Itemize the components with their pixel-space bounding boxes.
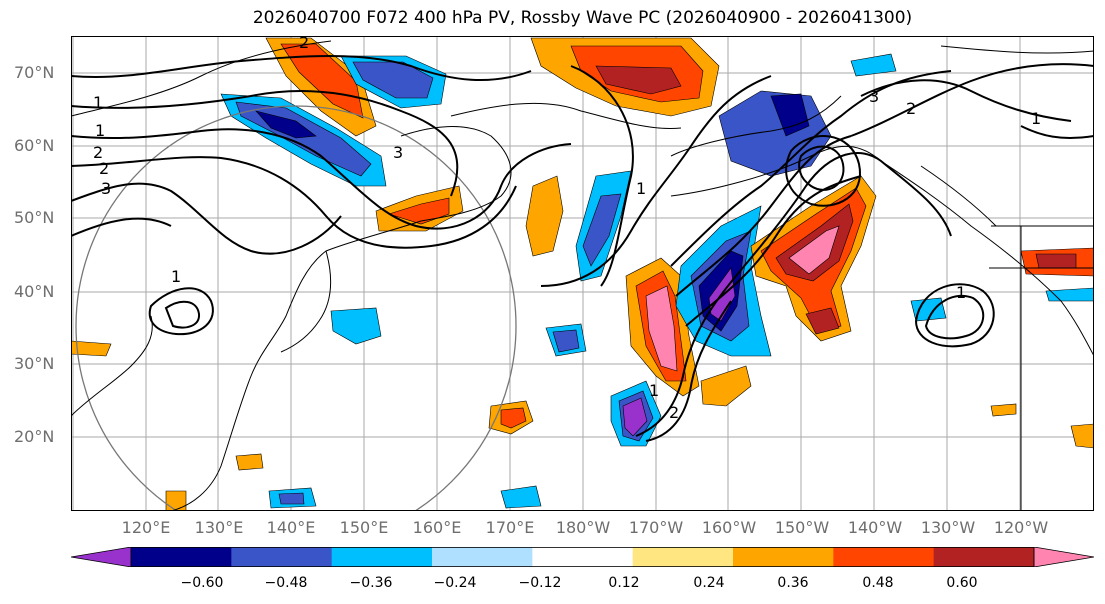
- lon-label: 170°W: [628, 518, 684, 537]
- map-panel: 1 1 2 2 3 1 2 3 1 1 2 1 2 3 1: [71, 36, 1094, 511]
- contour-label: 2: [669, 403, 679, 422]
- lon-label: 120°W: [993, 518, 1049, 537]
- lon-label: 160°W: [701, 518, 757, 537]
- lon-label: 140°W: [847, 518, 903, 537]
- colorbar-swatch: [231, 547, 333, 567]
- colorbar-tick: 0.60: [946, 575, 978, 591]
- contour-label: 1: [1031, 109, 1041, 128]
- lon-label: 170°E: [485, 518, 535, 537]
- colorbar-swatch: [532, 547, 634, 567]
- colorbar-frame: [130, 547, 1035, 567]
- contour-label: 2: [93, 143, 103, 162]
- contour-label: 3: [869, 87, 879, 106]
- colorbar-tick: −0.12: [518, 575, 562, 591]
- colorbar-swatch: [933, 547, 1035, 567]
- lat-label-40n: 40°N: [14, 282, 55, 301]
- contour-label: 2: [99, 159, 109, 178]
- lon-label: 150°E: [339, 518, 389, 537]
- colorbar: [71, 547, 1094, 567]
- contour-label: 1: [636, 179, 646, 198]
- lat-label-50n: 50°N: [14, 208, 55, 227]
- coastlines: [71, 40, 1094, 511]
- colorbar-tick: −0.48: [264, 575, 308, 591]
- contour-label: 3: [393, 143, 403, 162]
- colorbar-swatch: [733, 547, 834, 567]
- contour-label: 3: [101, 179, 111, 198]
- colorbar-tick: −0.24: [433, 575, 477, 591]
- colorbar-swatch: [632, 547, 734, 567]
- lon-label: 180°W: [555, 518, 611, 537]
- colorbar-tick: −0.36: [349, 575, 393, 591]
- lat-label-20n: 20°N: [14, 427, 55, 446]
- map-title: 2026040700 F072 400 hPa PV, Rossby Wave …: [252, 8, 913, 28]
- contour-label: 1: [171, 267, 181, 286]
- contour-label: 1: [649, 381, 659, 400]
- contour-label: 1: [956, 283, 966, 302]
- contour-label: 2: [299, 36, 309, 52]
- colorbar-tick: 0.48: [862, 575, 894, 591]
- lat-label-60n: 60°N: [14, 136, 55, 155]
- colorbar-extend-high: [1033, 547, 1094, 567]
- lon-label: 150°W: [774, 518, 830, 537]
- lon-label: 130°W: [920, 518, 976, 537]
- contour-label: 1: [93, 93, 103, 112]
- lon-label: 120°E: [121, 518, 171, 537]
- lat-label-70n: 70°N: [14, 63, 55, 82]
- range-ring: [75, 105, 517, 511]
- colorbar-tick: −0.60: [180, 575, 224, 591]
- lon-label: 140°E: [266, 518, 316, 537]
- colorbar-extend-low: [71, 547, 132, 567]
- colorbar-tick: 0.24: [693, 575, 725, 591]
- contour-label: 2: [906, 99, 916, 118]
- pc-anomaly-fills: [71, 37, 1094, 511]
- pv-contours: [71, 55, 1094, 442]
- colorbar-swatch: [432, 547, 533, 567]
- lat-label-30n: 30°N: [14, 354, 55, 373]
- contour-label: 1: [95, 121, 105, 140]
- colorbar-tick: 0.36: [777, 575, 809, 591]
- colorbar-tick: 0.12: [608, 575, 640, 591]
- lon-label: 160°E: [412, 518, 462, 537]
- colorbar-swatch: [833, 547, 935, 567]
- colorbar-swatch: [331, 547, 433, 567]
- colorbar-swatch: [131, 547, 232, 567]
- lon-label: 130°E: [194, 518, 244, 537]
